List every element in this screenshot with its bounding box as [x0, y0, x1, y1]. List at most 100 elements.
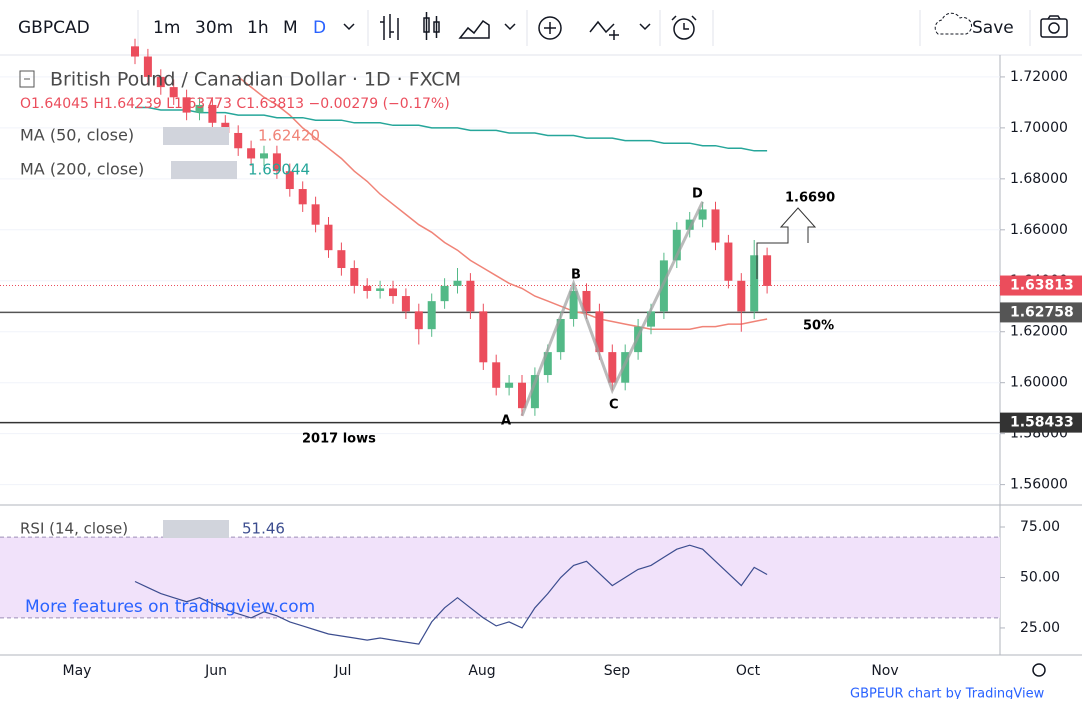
dropdown[interactable]: [343, 23, 355, 31]
candle-body: [401, 296, 410, 312]
interval[interactable]: M: [283, 18, 298, 38]
legend-ma200: MA (200, close): [20, 160, 144, 179]
candle-body: [131, 46, 139, 57]
candle-body: [285, 171, 294, 190]
interval-active[interactable]: D: [313, 18, 326, 38]
legend-ma200-value: 1.69044: [248, 161, 310, 179]
candle: [621, 344, 630, 391]
candle: [750, 239, 759, 319]
price-pane: 1.720001.700001.680001.660001.640001.620…: [0, 38, 1082, 679]
candle-body: [156, 76, 165, 88]
candle: [143, 48, 152, 85]
lows-label: 2017 lows: [302, 432, 376, 447]
candle-body: [595, 311, 604, 353]
candle: [492, 354, 501, 396]
candle-body: [582, 290, 591, 312]
candle: [724, 234, 733, 289]
collapse-icon[interactable]: [19, 70, 35, 88]
candle: [672, 222, 681, 269]
candle-body: [324, 224, 333, 251]
candle: [169, 79, 178, 105]
candle-body: [672, 229, 681, 261]
alert-icon[interactable]: [671, 15, 697, 40]
candle-body: [337, 250, 346, 269]
interval[interactable]: 1m: [153, 18, 180, 38]
candle-body: [466, 280, 475, 312]
candle-body: [272, 153, 281, 172]
candle: [453, 268, 462, 294]
snapshot-icon[interactable]: [1040, 15, 1068, 38]
candle: [298, 181, 307, 212]
candle: [440, 278, 449, 309]
symbol[interactable]: GBPCAD: [18, 18, 90, 38]
save-icon[interactable]: [934, 12, 973, 35]
level-tag: [1000, 275, 1082, 296]
indicator-icons[interactable]: [538, 16, 651, 40]
y-tick-label: 50.00: [1020, 569, 1060, 585]
candle: [427, 293, 436, 337]
candle: [530, 367, 539, 416]
candle-body: [208, 104, 217, 123]
candle: [569, 283, 578, 327]
settings-icon[interactable]: [1032, 663, 1046, 677]
candle: [131, 38, 139, 65]
candle-body: [311, 204, 320, 225]
candle-body: [453, 280, 462, 286]
save-button[interactable]: Save: [972, 18, 1014, 38]
level-label: 1.62758: [1010, 304, 1074, 320]
abcd-pattern: [520, 201, 704, 417]
candle: [285, 163, 294, 197]
candle-body: [647, 311, 655, 327]
target-label: 1.6690: [785, 191, 835, 206]
rsi-pane: 75.00 50.00 25.00: [0, 519, 1060, 645]
watermark[interactable]: More features on tradingview.com: [25, 597, 315, 617]
y-tick-label: 1.68000: [1010, 171, 1068, 187]
x-tick-label: Aug: [468, 663, 495, 679]
fib-label: 50%: [803, 319, 834, 334]
candle-body: [518, 382, 526, 409]
legend-buttons[interactable]: [163, 127, 237, 538]
candle-body: [195, 104, 204, 113]
y-tick-label: 1.60000: [1010, 375, 1068, 391]
ma-line: [135, 106, 768, 152]
candle: [698, 201, 707, 228]
footer[interactable]: GBPEUR chart by TradingView: [850, 687, 1045, 702]
candle-body: [711, 209, 720, 243]
x-tick-label: May: [63, 663, 92, 679]
candle: [156, 69, 165, 95]
level-label: 1.58433: [1010, 415, 1074, 431]
candle: [234, 125, 243, 156]
candle-body: [389, 288, 397, 297]
x-tick-label: Jun: [204, 663, 227, 679]
candle-body: [530, 375, 539, 409]
candle-body: [298, 189, 307, 205]
interval[interactable]: 30m: [195, 18, 233, 38]
y-tick-label: 1.56000: [1010, 477, 1068, 493]
candle-body: [621, 352, 630, 383]
point-label: C: [609, 398, 619, 413]
interval[interactable]: 1h: [247, 18, 269, 38]
legend-title: British Pound / Canadian Dollar · 1D · F…: [50, 69, 461, 91]
candle-body: [608, 352, 617, 383]
point-label: D: [692, 187, 703, 202]
candle-body: [685, 219, 694, 230]
candle-body: [569, 290, 578, 319]
candle: [247, 140, 256, 167]
candle: [763, 247, 772, 294]
candle: [505, 375, 514, 396]
y-tick-label: 1.72000: [1010, 69, 1068, 85]
candle-body: [169, 87, 178, 98]
candle-body: [260, 153, 268, 159]
candle: [711, 201, 720, 251]
candle-body: [479, 311, 488, 363]
candle-body: [182, 97, 191, 113]
candle: [389, 280, 397, 304]
y-tick-label: 75.00: [1020, 519, 1060, 535]
chart-type-icons[interactable]: [380, 12, 516, 40]
candle-body: [492, 362, 501, 388]
x-tick-label: Oct: [736, 663, 761, 679]
candle: [401, 288, 410, 319]
ma-line: [237, 76, 768, 330]
candle-body: [763, 255, 772, 286]
candle-body: [363, 285, 372, 291]
